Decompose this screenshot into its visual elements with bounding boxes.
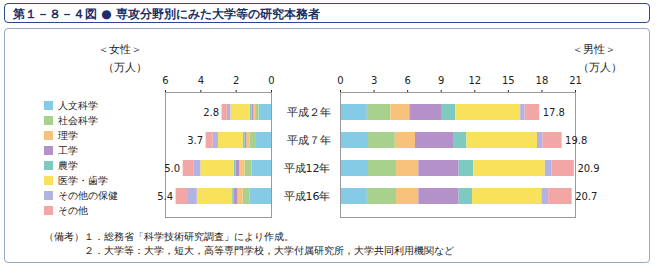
svg-text:21: 21 bbox=[569, 75, 582, 86]
html-text:２．大学等：大学，短大，高等専門学校，大学付属研究所，大学共: ２．大学等：大学，短大，高等専門学校，大学付属研究所，大学共同利用機関など bbox=[84, 245, 454, 256]
svg-text:15: 15 bbox=[502, 75, 515, 86]
svg-text:平成12年: 平成12年 bbox=[284, 162, 331, 175]
svg-text:平成７年: 平成７年 bbox=[287, 134, 331, 147]
html-text:（万人）: （万人） bbox=[578, 61, 622, 74]
html-text:（備考）１．総務省「科学技術研究調査」により作成。: （備考）１．総務省「科学技術研究調査」により作成。 bbox=[44, 231, 294, 242]
svg-text:19.8: 19.8 bbox=[565, 135, 587, 146]
html-text:工学: 工学 bbox=[58, 144, 78, 156]
svg-text:9: 9 bbox=[438, 75, 444, 86]
html-text:その他: その他 bbox=[58, 204, 88, 216]
html-text:＜男性＞: ＜男性＞ bbox=[572, 43, 616, 56]
html-text:理学: 理学 bbox=[58, 129, 78, 141]
svg-text:17.8: 17.8 bbox=[543, 107, 565, 118]
html-text:その他の保健: その他の保健 bbox=[58, 189, 118, 201]
html-text:農学: 農学 bbox=[58, 159, 78, 171]
svg-text:0: 0 bbox=[337, 75, 343, 86]
svg-text:0: 0 bbox=[268, 75, 274, 86]
svg-text:平成16年: 平成16年 bbox=[284, 190, 331, 203]
svg-text:平成２年: 平成２年 bbox=[287, 106, 331, 119]
svg-text:5.4: 5.4 bbox=[157, 191, 173, 202]
html-text:社会科学: 社会科学 bbox=[58, 114, 98, 126]
svg-text:3.7: 3.7 bbox=[187, 135, 203, 146]
html-text:＜女性＞: ＜女性＞ bbox=[98, 43, 142, 56]
svg-text:2.8: 2.8 bbox=[203, 107, 219, 118]
svg-text:3: 3 bbox=[371, 75, 377, 86]
svg-text:5.0: 5.0 bbox=[164, 163, 180, 174]
svg-text:2: 2 bbox=[233, 75, 239, 86]
svg-text:20.9: 20.9 bbox=[577, 163, 599, 174]
svg-text:20.7: 20.7 bbox=[575, 191, 597, 202]
svg-text:6: 6 bbox=[404, 75, 410, 86]
html-text:（万人）: （万人） bbox=[103, 61, 147, 74]
html-text:人文科学: 人文科学 bbox=[58, 99, 98, 111]
html-text:医学・歯学: 医学・歯学 bbox=[58, 174, 108, 186]
svg-text:18: 18 bbox=[536, 75, 549, 86]
html-text:第１－８－４図 ● 専攻分野別にみた大学等の研究本務者: 第１－８－４図 ● 専攻分野別にみた大学等の研究本務者 bbox=[13, 7, 320, 21]
svg-text:6: 6 bbox=[162, 75, 168, 86]
svg-text:12: 12 bbox=[468, 75, 481, 86]
svg-text:4: 4 bbox=[198, 75, 204, 86]
